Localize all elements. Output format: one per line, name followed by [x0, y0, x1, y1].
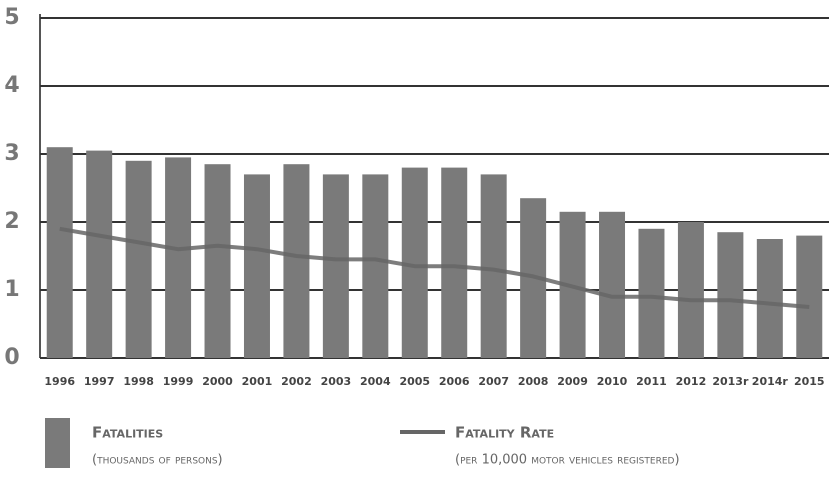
bar: [717, 232, 744, 358]
x-tick-label: 2014r: [752, 375, 789, 388]
bar: [86, 150, 113, 358]
x-tick-label: 2009: [557, 375, 588, 388]
bar: [322, 174, 349, 358]
x-tick-label: 2011: [636, 375, 667, 388]
x-tick-label: 2008: [518, 375, 549, 388]
bar: [362, 174, 389, 358]
x-tick-label: 2002: [281, 375, 312, 388]
y-tick-label: 1: [4, 277, 19, 302]
x-tick-label: 2005: [399, 375, 430, 388]
rate-line: [59, 226, 810, 309]
y-tick-label: 5: [4, 5, 19, 30]
x-tick-label: 1999: [163, 375, 194, 388]
x-tick-label: 1997: [84, 375, 115, 388]
x-tick-label: 2003: [321, 375, 352, 388]
legend-label: Fatalities: [92, 424, 163, 442]
y-tick-label: 0: [4, 345, 19, 370]
x-tick-label: 2001: [242, 375, 273, 388]
x-tick-label: 1996: [44, 375, 75, 388]
legend-swatch: [45, 418, 70, 468]
bar: [756, 239, 783, 358]
x-tick-label: 2015: [794, 375, 825, 388]
bar: [204, 164, 231, 358]
x-tick-label: 2004: [360, 375, 391, 388]
bar: [638, 228, 665, 358]
bar: [165, 157, 192, 358]
y-tick-label: 4: [4, 73, 19, 98]
y-tick-label: 3: [4, 141, 19, 166]
legend-sublabel: (thousands of persons): [92, 453, 223, 468]
bar: [677, 222, 704, 358]
x-tick-label: 2006: [439, 375, 470, 388]
bar: [283, 164, 310, 358]
bar: [243, 174, 270, 358]
x-tick-label: 2012: [676, 375, 707, 388]
bar: [796, 235, 823, 358]
x-tick-label: 2010: [597, 375, 628, 388]
x-tick-label: 2000: [202, 375, 233, 388]
legend-label: Fatality Rate: [455, 424, 554, 442]
x-tick-label: 2013r: [712, 375, 749, 388]
x-tick-label: 1998: [123, 375, 154, 388]
bar: [441, 167, 468, 358]
legend-sublabel: (per 10,000 motor vehicles registered): [455, 453, 680, 468]
bar: [46, 147, 73, 358]
x-tick-label: 2007: [478, 375, 509, 388]
bar: [125, 160, 152, 358]
y-tick-label: 2: [4, 209, 19, 234]
bar: [599, 211, 626, 358]
bar: [480, 174, 507, 358]
